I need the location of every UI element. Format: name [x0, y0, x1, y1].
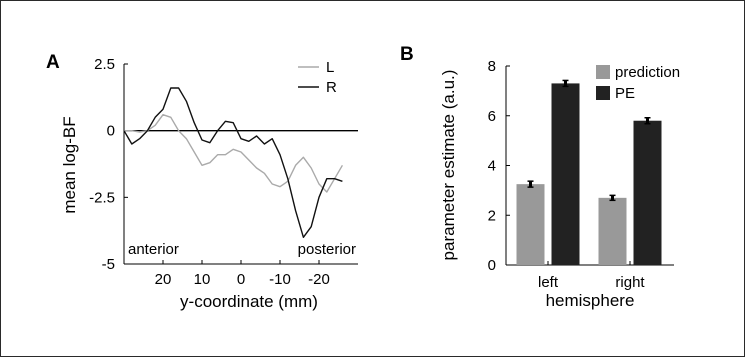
panel-b-y-axis-title: parameter estimate (a.u.) [439, 70, 458, 261]
panel-a-x-tick-label: 10 [194, 271, 211, 288]
panel-b-y-tick-label: 0 [488, 257, 496, 274]
panel-a-series-line-r [123, 87, 343, 239]
panel-a-x-axis-title: y-coordinate (mm) [180, 292, 318, 311]
panel-b-y-tick-label: 6 [488, 108, 496, 125]
panel-a-legend-label-l: L [326, 59, 334, 76]
panel-b-legend-swatch-prediction [596, 65, 610, 79]
panel-b-bar-prediction [598, 197, 627, 265]
panel-a-y-tick-label: 2.5 [94, 56, 115, 73]
panel-a-x-tick-label: -20 [308, 271, 330, 288]
panel-b-legend-label-prediction: prediction [615, 64, 680, 81]
panel-b-legend-swatch-pe [596, 86, 610, 100]
panel-b-bar-pe [551, 83, 580, 265]
panel-letter-b: B [400, 44, 414, 65]
panel-a-annotation-anterior: anterior [128, 241, 179, 258]
panel-b-y-tick-label: 8 [488, 58, 496, 75]
panel-b-bar-pe [633, 120, 662, 265]
panel-letter-a: A [46, 52, 60, 73]
panel-a-x-tick-label: 20 [155, 271, 172, 288]
panel-b-legend-label-pe: PE [615, 85, 635, 102]
panel-b-y-tick-label: 2 [488, 207, 496, 224]
panel-a-x-tick-label: 0 [237, 271, 245, 288]
panel-a-x-tick-label: -10 [269, 271, 291, 288]
panel-a-y-tick-label: -5 [102, 256, 115, 273]
panel-a-y-axis-title: mean log-BF [60, 116, 79, 213]
panel-a-y-tick-label: 0 [107, 123, 115, 140]
panel-a-series-line-l [124, 113, 344, 193]
panel-b-x-axis-title: hemisphere [546, 291, 635, 310]
panel-a-y-tick-label: -2.5 [89, 189, 115, 206]
panel-b-bar-prediction [516, 184, 545, 265]
panel-a-annotation-posterior: posterior [298, 241, 356, 258]
panel-b-y-tick-label: 4 [488, 158, 496, 175]
panel-b-x-tick-label: right [615, 274, 645, 291]
panel-b-x-tick-label: left [538, 274, 559, 291]
panel-a-legend-label-r: R [326, 79, 337, 96]
